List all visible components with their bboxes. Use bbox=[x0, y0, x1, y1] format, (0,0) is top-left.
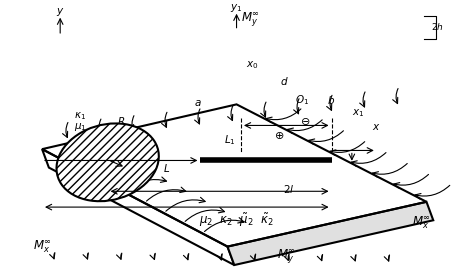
Text: $\mu_1$: $\mu_1$ bbox=[74, 121, 87, 133]
Polygon shape bbox=[228, 202, 433, 265]
Text: $y_1$: $y_1$ bbox=[230, 2, 243, 14]
Text: $\oplus$: $\oplus$ bbox=[274, 130, 285, 141]
Text: $\mu_2\ \ \kappa_2\ \ \tilde{\mu}_2\ \ \tilde{\kappa}_2$: $\mu_2\ \ \kappa_2\ \ \tilde{\mu}_2\ \ \… bbox=[199, 212, 274, 229]
Text: $d$: $d$ bbox=[280, 75, 288, 87]
Text: $y$: $y$ bbox=[56, 6, 65, 18]
Text: $\ominus$: $\ominus$ bbox=[300, 116, 310, 127]
Text: $b$: $b$ bbox=[328, 94, 335, 106]
Text: $2l$: $2l$ bbox=[283, 183, 294, 195]
Text: $L_1$: $L_1$ bbox=[224, 133, 236, 147]
Text: $M_y^\infty$: $M_y^\infty$ bbox=[277, 248, 296, 266]
Ellipse shape bbox=[56, 123, 159, 201]
Text: $x_0$: $x_0$ bbox=[246, 59, 258, 71]
Text: $\kappa_1$: $\kappa_1$ bbox=[75, 110, 86, 122]
Text: $x_1$: $x_1$ bbox=[353, 108, 365, 120]
Text: $x$: $x$ bbox=[373, 122, 381, 132]
Text: $M_y^\infty$: $M_y^\infty$ bbox=[241, 11, 260, 29]
Text: $O$: $O$ bbox=[103, 135, 112, 147]
Text: $a$: $a$ bbox=[194, 98, 202, 108]
Text: $M_x^\infty$: $M_x^\infty$ bbox=[33, 238, 51, 255]
Text: $S^-(S_2)$: $S^-(S_2)$ bbox=[101, 177, 137, 190]
Polygon shape bbox=[42, 149, 234, 265]
Text: $L$: $L$ bbox=[163, 161, 170, 174]
Text: $O_1$: $O_1$ bbox=[295, 93, 309, 107]
Text: $2h$: $2h$ bbox=[431, 21, 444, 32]
Text: $M_x^\infty$: $M_x^\infty$ bbox=[413, 215, 431, 231]
Text: $R$: $R$ bbox=[117, 116, 125, 127]
Text: $S^+(S_1)$: $S^+(S_1)$ bbox=[78, 152, 115, 167]
